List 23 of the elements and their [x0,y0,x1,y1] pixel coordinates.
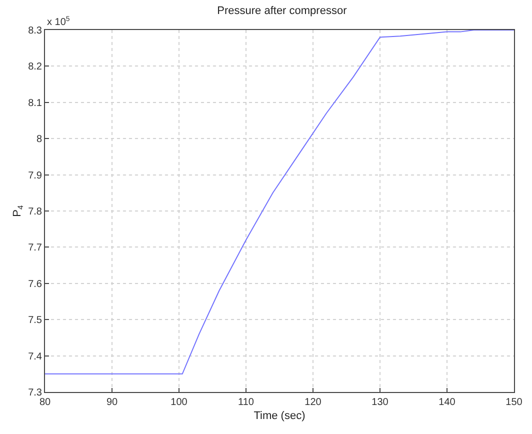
y-tick-label: 7.4 [28,351,42,362]
y-tick-label: 7.6 [28,278,42,290]
x-tick-label: 90 [106,397,118,408]
y-tick-label: 8.1 [28,98,42,109]
y-tick-label: 7.7 [28,242,42,254]
y-tick-label: 7.9 [28,170,42,182]
x-axis-title: Time (sec) [254,410,306,422]
y-tick-label: 7.5 [28,315,42,326]
x-tick-label: 110 [238,397,254,408]
y-tick-label: 8.2 [28,62,42,73]
x-tick-label: 140 [438,397,456,408]
x-tick-label: 100 [170,397,188,408]
y-tick-label: 8 [36,134,42,146]
chart-title: Pressure after compressor [217,5,348,18]
y-tick-label: 8.3 [28,26,42,36]
line-series [45,30,514,374]
text: x 10$^{5}$ [47,16,70,28]
x-tick-label: 80 [39,397,51,408]
x-tick-label: 150 [506,397,523,408]
x-tick-label: 120 [304,397,322,408]
x-tick-label: 130 [372,397,389,408]
y-tick-label: 7.8 [28,206,42,218]
y-tick-label: 7.3 [28,388,42,398]
